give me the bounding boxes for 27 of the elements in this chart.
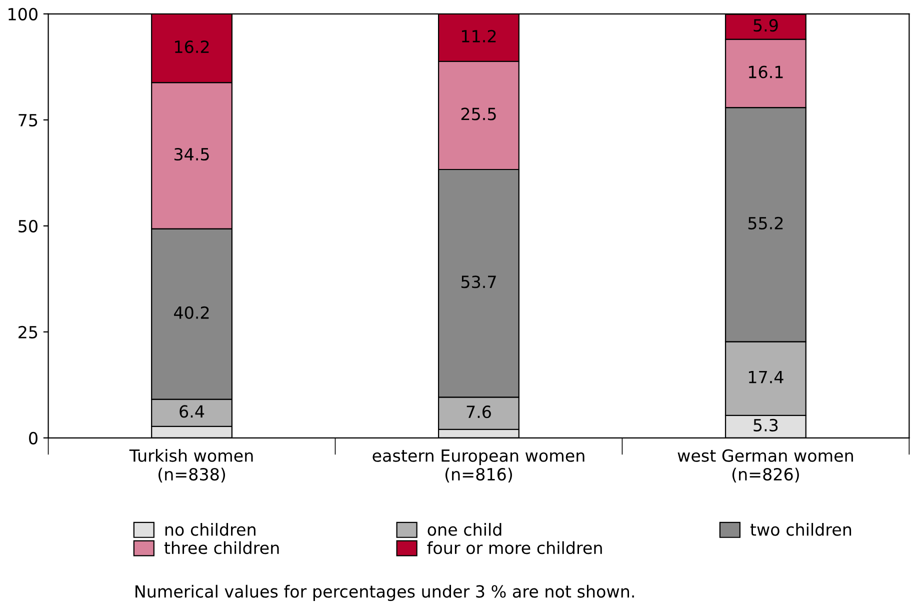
- legend-label: one child: [428, 522, 502, 536]
- legend-label: four or more children: [427, 541, 602, 554]
- data-label: 55.2: [748, 216, 783, 230]
- x-tick-label: Turkish women (n=838): [129, 449, 253, 483]
- x-tick-label: west German women (n=826): [678, 449, 853, 483]
- data-label: 40.2: [174, 306, 209, 319]
- data-label: 53.7: [461, 276, 496, 288]
- data-label: 16.1: [748, 66, 783, 78]
- y-tick-label: 0: [29, 432, 38, 444]
- data-label: 11.2: [462, 30, 496, 42]
- legend-label: no children: [165, 522, 256, 536]
- data-label: 7.6: [466, 406, 491, 418]
- data-label: 5.3: [754, 418, 778, 432]
- data-label: 16.2: [175, 40, 209, 54]
- y-tick-label: 25: [18, 326, 38, 338]
- data-label: 25.5: [461, 108, 496, 120]
- y-tick-label: 100: [8, 8, 38, 20]
- x-tick-label: eastern European women (n=816): [372, 450, 584, 483]
- legend-label: two children: [750, 522, 852, 536]
- data-label: 17.4: [748, 370, 784, 384]
- y-tick-label: 50: [18, 220, 38, 232]
- legend-label: three children: [164, 541, 279, 554]
- data-label: 34.5: [174, 148, 209, 161]
- data-label: 6.4: [180, 405, 204, 418]
- text: Numerical values for percentages under 3 % are not shown.: [136, 584, 634, 601]
- y-tick-label: 75: [18, 114, 38, 126]
- data-label: 5.9: [754, 19, 778, 32]
